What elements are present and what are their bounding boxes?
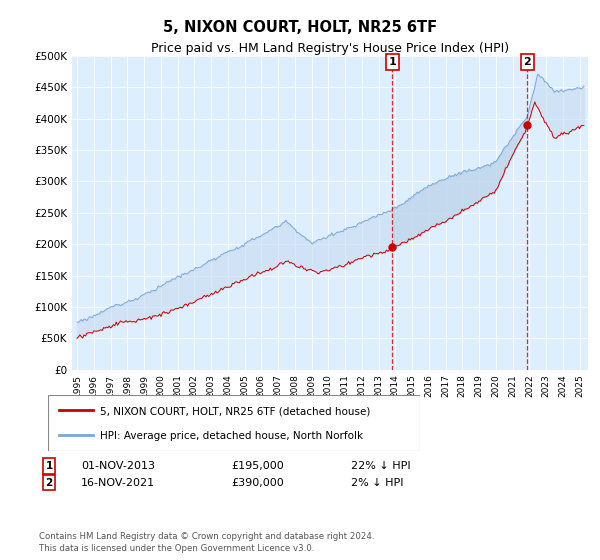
Text: 1: 1: [389, 57, 397, 67]
Text: 2% ↓ HPI: 2% ↓ HPI: [351, 478, 404, 488]
Text: Contains HM Land Registry data © Crown copyright and database right 2024.
This d: Contains HM Land Registry data © Crown c…: [39, 532, 374, 553]
Text: 1: 1: [46, 461, 53, 471]
Text: 5, NIXON COURT, HOLT, NR25 6TF: 5, NIXON COURT, HOLT, NR25 6TF: [163, 20, 437, 35]
Text: £390,000: £390,000: [231, 478, 284, 488]
Title: Price paid vs. HM Land Registry's House Price Index (HPI): Price paid vs. HM Land Registry's House …: [151, 42, 509, 55]
Text: 01-NOV-2013: 01-NOV-2013: [81, 461, 155, 471]
Text: £195,000: £195,000: [231, 461, 284, 471]
FancyBboxPatch shape: [48, 395, 420, 451]
Text: 5, NIXON COURT, HOLT, NR25 6TF (detached house): 5, NIXON COURT, HOLT, NR25 6TF (detached…: [100, 407, 370, 417]
Text: 2: 2: [46, 478, 53, 488]
Text: 16-NOV-2021: 16-NOV-2021: [81, 478, 155, 488]
Text: 22% ↓ HPI: 22% ↓ HPI: [351, 461, 410, 471]
Text: HPI: Average price, detached house, North Norfolk: HPI: Average price, detached house, Nort…: [100, 431, 363, 441]
Text: 2: 2: [523, 57, 531, 67]
